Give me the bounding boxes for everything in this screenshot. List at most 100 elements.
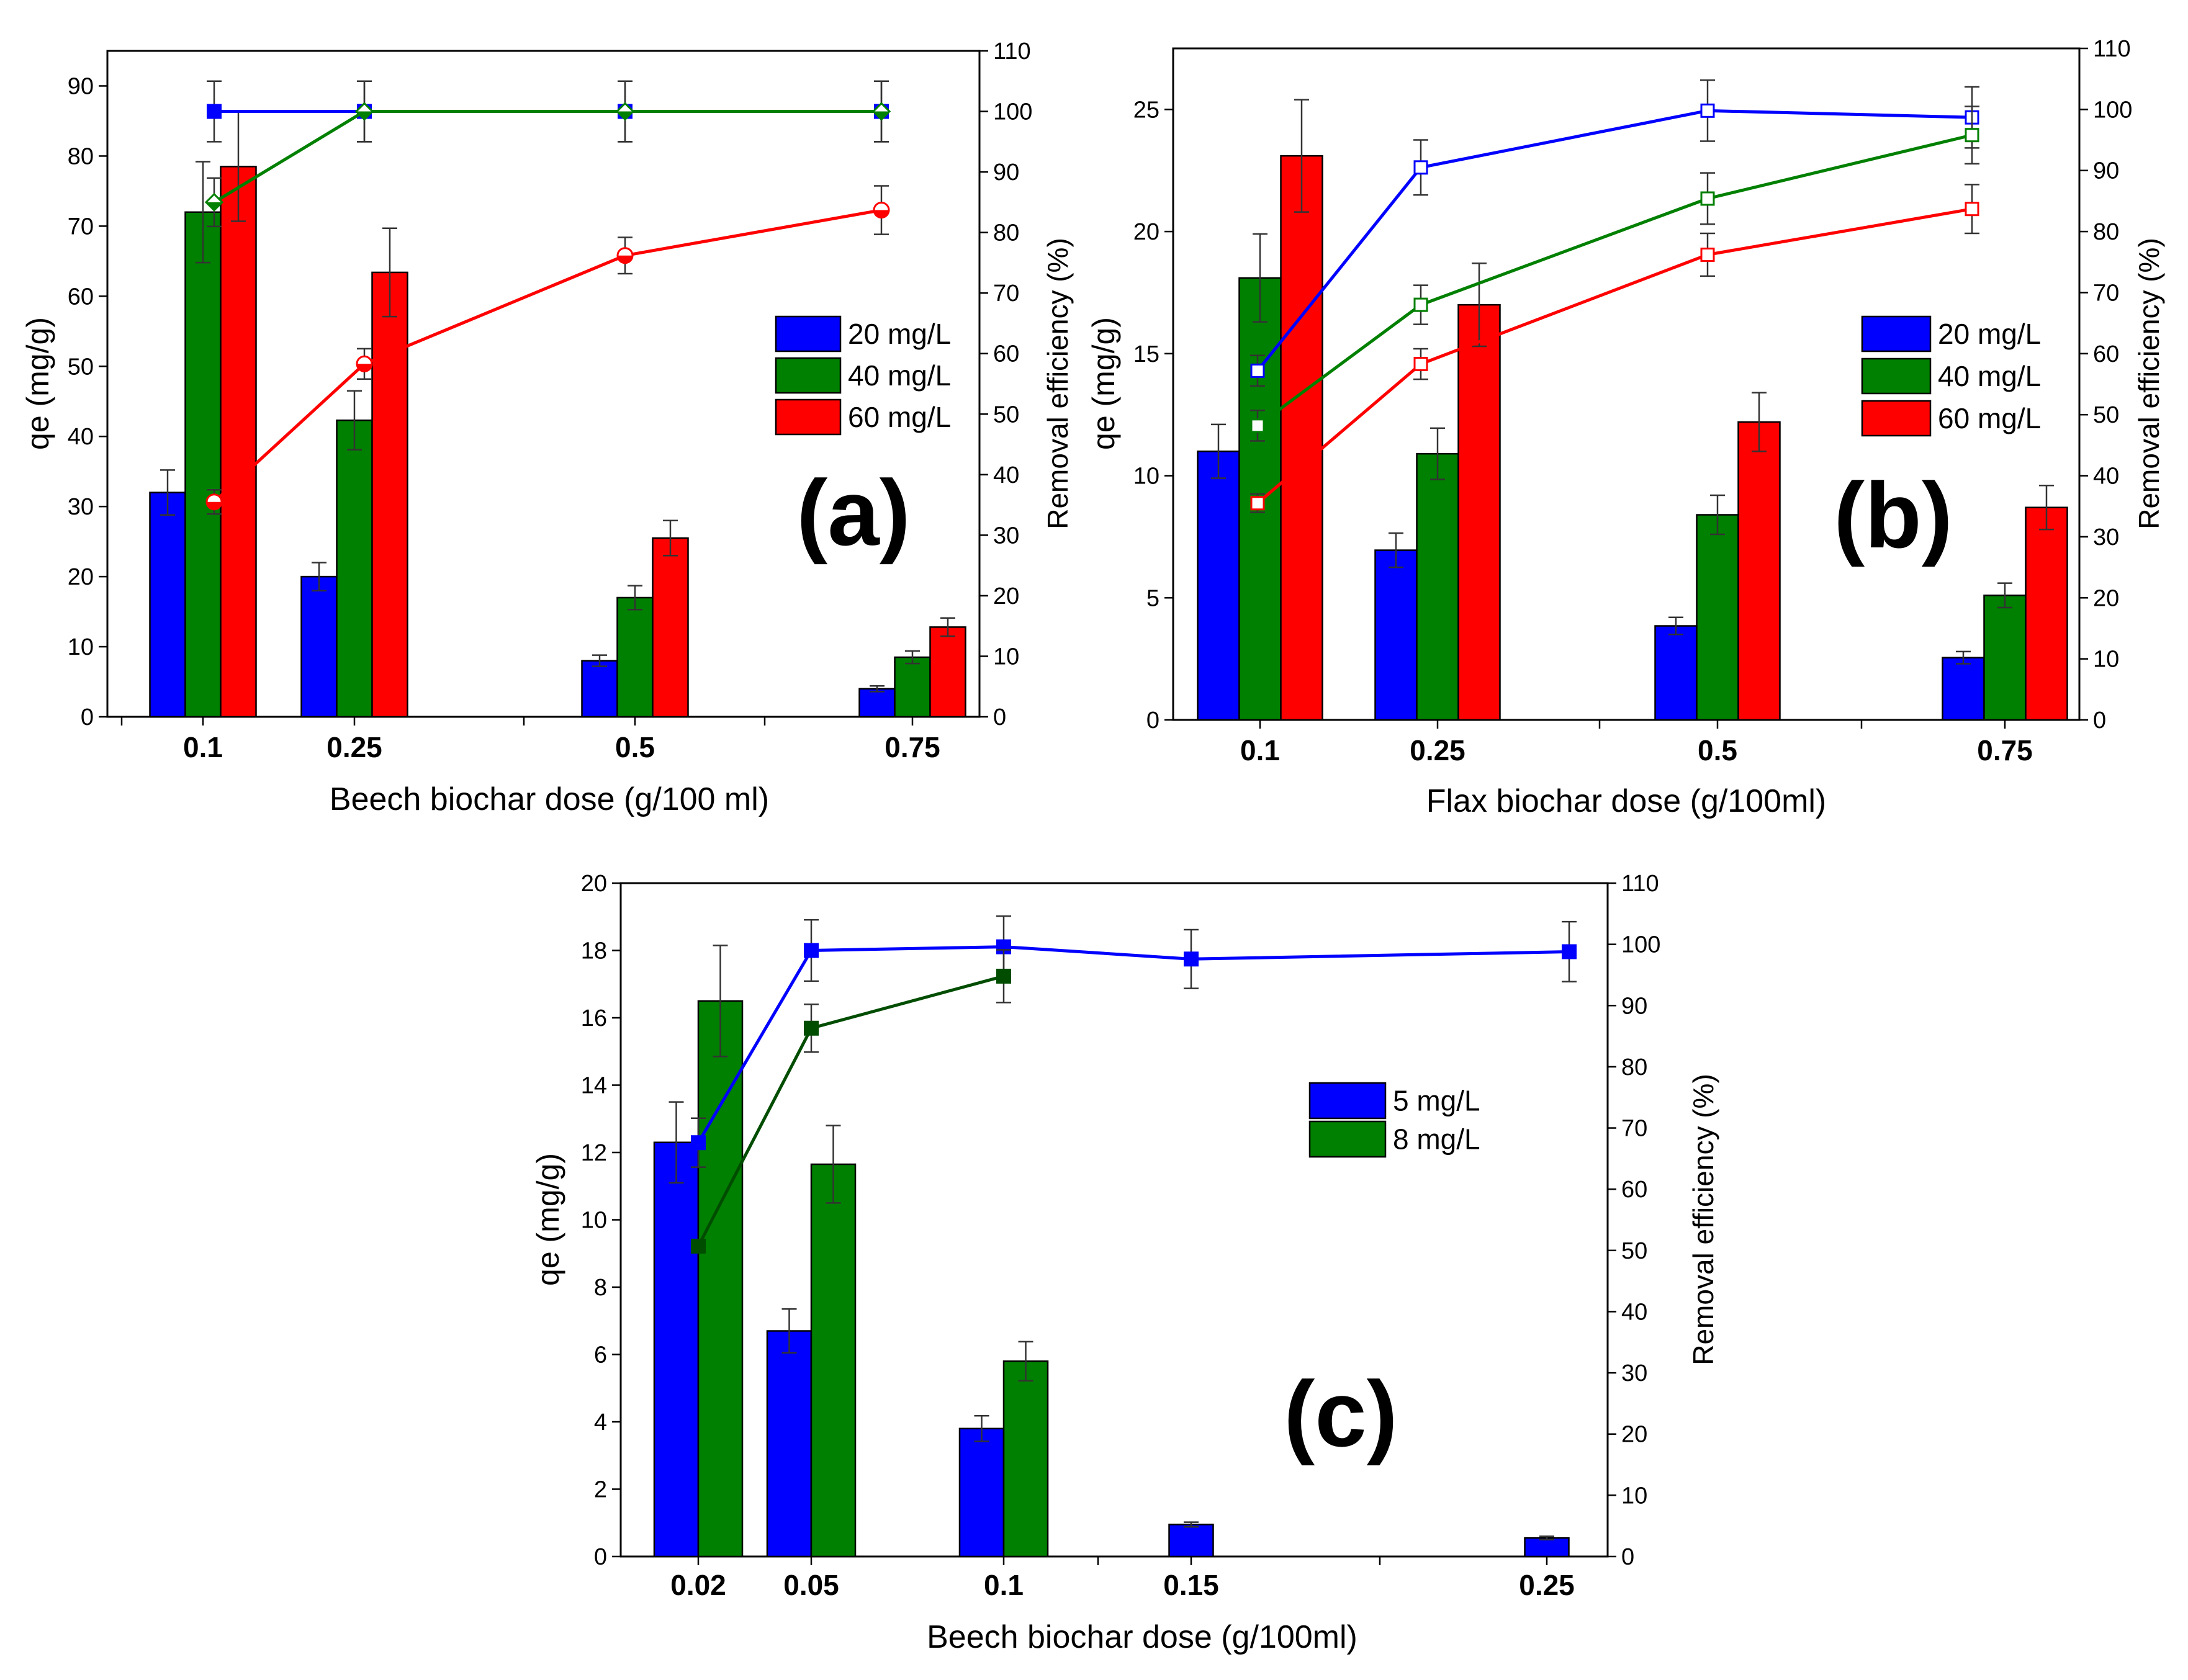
y2-tick-label: 50 bbox=[1621, 1238, 1647, 1264]
bar bbox=[1002, 1360, 1049, 1558]
x-tick-label: 0.05 bbox=[783, 1569, 839, 1601]
bar bbox=[300, 575, 338, 718]
y-tick-label: 50 bbox=[68, 354, 94, 380]
removal-marker-fill bbox=[357, 364, 372, 372]
panel-label: (c) bbox=[1284, 1362, 1397, 1466]
bar bbox=[2025, 506, 2068, 721]
bar bbox=[371, 271, 408, 718]
y2-axis-label: Removal efficiency (%) bbox=[1687, 1074, 1719, 1365]
panel-a-chart: 0 10 20 30 40 50 60 70 80 90 0 10 20 30 40 50 60 70 80 90 10… bbox=[20, 38, 1074, 817]
y2-tick-label: 40 bbox=[1621, 1299, 1647, 1325]
x-tick-label: 0.75 bbox=[1977, 734, 2033, 766]
x-tick-label: 0.5 bbox=[1698, 734, 1737, 766]
y2-tick-label: 20 bbox=[993, 583, 1019, 609]
bar bbox=[1457, 303, 1501, 721]
y-tick-label: 30 bbox=[68, 494, 94, 520]
bar bbox=[220, 166, 257, 718]
x-tick-label: 0.75 bbox=[885, 731, 940, 763]
x-axis-label: Flax biochar dose (g/100ml) bbox=[1426, 783, 1827, 819]
y2-tick-label: 40 bbox=[2093, 464, 2119, 490]
bar bbox=[1416, 452, 1459, 721]
removal-marker bbox=[691, 1135, 706, 1151]
bar bbox=[1374, 549, 1418, 721]
y2-axis-label: Removal efficiency (%) bbox=[1042, 238, 1074, 529]
x-tick-label: 0.25 bbox=[326, 731, 382, 763]
legend-swatch bbox=[1861, 357, 1932, 395]
x-tick-label: 0.25 bbox=[1519, 1569, 1575, 1601]
y2-tick-label: 70 bbox=[1621, 1116, 1647, 1142]
panel-label: (b) bbox=[1834, 463, 1953, 567]
x-axis-label: Beech biochar dose (g/100 ml) bbox=[330, 781, 769, 817]
legend-label: 20 mg/L bbox=[1938, 318, 2041, 350]
plot-frame bbox=[106, 50, 981, 718]
y-tick-label: 15 bbox=[1133, 341, 1159, 367]
y2-tick-label: 100 bbox=[993, 99, 1032, 125]
removal-marker bbox=[1700, 103, 1715, 118]
bar bbox=[581, 660, 618, 718]
y-tick-label: 2 bbox=[594, 1477, 607, 1503]
bar bbox=[336, 419, 373, 718]
y2-tick-label: 20 bbox=[1621, 1422, 1647, 1448]
x-tick-label: 0.02 bbox=[670, 1569, 726, 1601]
removal-line bbox=[213, 110, 881, 204]
y2-tick-label: 50 bbox=[2093, 402, 2119, 428]
removal-marker bbox=[996, 968, 1011, 984]
bar bbox=[894, 656, 931, 718]
y-tick-label: 25 bbox=[1133, 97, 1159, 123]
y-tick-label: 40 bbox=[68, 424, 94, 450]
removal-line bbox=[213, 209, 882, 503]
y2-tick-label: 70 bbox=[2093, 280, 2119, 306]
x-tick-label: 0.15 bbox=[1163, 1569, 1219, 1601]
y2-tick-label: 90 bbox=[2093, 158, 2119, 184]
bar bbox=[810, 1163, 857, 1558]
y2-tick-label: 110 bbox=[1621, 871, 1659, 897]
removal-marker-fill bbox=[873, 111, 889, 120]
y2-tick-label: 30 bbox=[993, 523, 1019, 549]
y-tick-label: 10 bbox=[581, 1208, 607, 1234]
panel-c-chart: 0 2 4 6 8 10 12 14 16 18 20 0 10 20 30 40 50 60 70 80 90 100 1… bbox=[531, 871, 1719, 1655]
y2-tick-label: 80 bbox=[993, 220, 1019, 246]
removal-line bbox=[1256, 133, 1973, 427]
removal-marker bbox=[1700, 247, 1715, 262]
removal-marker-fill bbox=[206, 202, 222, 210]
legend-swatch bbox=[1861, 400, 1932, 437]
y2-tick-label: 90 bbox=[993, 159, 1019, 186]
y2-tick-label: 60 bbox=[1621, 1177, 1647, 1203]
y-tick-label: 10 bbox=[68, 634, 94, 660]
removal-marker bbox=[1184, 951, 1199, 967]
y2-tick-label: 0 bbox=[993, 704, 1006, 730]
bar bbox=[1942, 657, 1985, 721]
y-tick-label: 60 bbox=[68, 284, 94, 310]
removal-marker-fill bbox=[618, 255, 633, 263]
y-tick-label: 8 bbox=[594, 1275, 607, 1301]
y-tick-label: 20 bbox=[1133, 219, 1159, 245]
bar bbox=[1197, 450, 1240, 721]
removal-marker bbox=[804, 943, 819, 958]
y2-tick-label: 60 bbox=[2093, 341, 2119, 367]
removal-marker-fill bbox=[874, 210, 889, 218]
removal-marker bbox=[1700, 191, 1715, 206]
removal-marker bbox=[691, 1238, 706, 1254]
y-tick-label: 5 bbox=[1146, 585, 1159, 611]
legend-label: 40 mg/L bbox=[848, 359, 951, 392]
removal-marker bbox=[1413, 297, 1428, 312]
x-tick-label: 0.1 bbox=[183, 731, 223, 763]
x-axis-label: Beech biochar dose (g/100ml) bbox=[927, 1619, 1357, 1655]
y-tick-label: 16 bbox=[581, 1005, 607, 1031]
y-tick-label: 20 bbox=[68, 564, 94, 590]
y-tick-label: 0 bbox=[81, 704, 94, 730]
removal-marker bbox=[1250, 496, 1265, 511]
y2-tick-label: 110 bbox=[2093, 36, 2131, 62]
y-tick-label: 70 bbox=[68, 213, 94, 240]
bar bbox=[958, 1427, 1005, 1558]
y2-tick-label: 40 bbox=[993, 462, 1019, 488]
y-axis-label: qe (mg/g) bbox=[531, 1153, 565, 1286]
y2-tick-label: 100 bbox=[1621, 932, 1660, 958]
y2-tick-label: 30 bbox=[1621, 1360, 1647, 1386]
removal-marker bbox=[1965, 128, 1979, 143]
x-tick-label: 0.25 bbox=[1410, 734, 1465, 766]
x-tick-label: 0.5 bbox=[615, 731, 655, 763]
bar bbox=[1696, 514, 1739, 721]
bar bbox=[858, 688, 896, 718]
